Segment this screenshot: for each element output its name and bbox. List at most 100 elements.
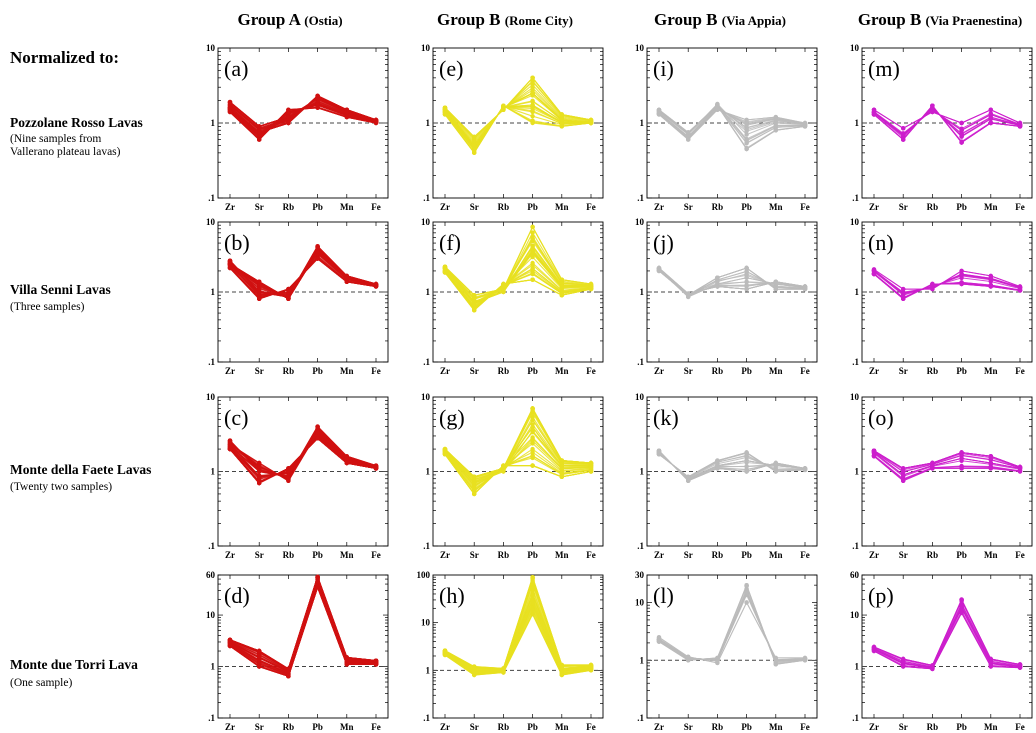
data-point bbox=[656, 107, 662, 113]
panel-l: 30 10 1 .1 Zr Sr Rb Pb Mn Fe (l) bbox=[635, 570, 818, 732]
data-point bbox=[773, 469, 778, 474]
data-point bbox=[588, 460, 594, 466]
x-tick-label: Fe bbox=[1015, 550, 1025, 560]
data-point bbox=[744, 450, 749, 455]
x-tick-label: Rb bbox=[712, 202, 724, 212]
series-line bbox=[444, 89, 592, 145]
data-point bbox=[501, 670, 506, 675]
x-tick-label: Mn bbox=[340, 722, 354, 732]
data-point bbox=[442, 652, 448, 658]
panel-g: 10 1 .1 Zr Sr Rb Pb Mn Fe (g) bbox=[421, 392, 604, 560]
data-point bbox=[530, 438, 535, 443]
data-point bbox=[744, 117, 749, 123]
series-line bbox=[444, 237, 592, 300]
panel-label: (e) bbox=[439, 56, 463, 81]
series-line bbox=[444, 579, 592, 670]
x-tick-label: Sr bbox=[470, 202, 479, 212]
series-line bbox=[658, 104, 806, 150]
data-point bbox=[901, 286, 906, 292]
series-line bbox=[658, 451, 806, 478]
data-point bbox=[1017, 120, 1023, 126]
x-tick-label: Pb bbox=[527, 722, 538, 732]
series-group bbox=[227, 574, 379, 679]
y-tick-label: 1 bbox=[211, 287, 216, 297]
data-point bbox=[871, 267, 877, 272]
data-point bbox=[656, 265, 662, 271]
data-point bbox=[988, 457, 993, 463]
data-point bbox=[344, 460, 349, 466]
series-group bbox=[442, 224, 594, 313]
data-point bbox=[773, 460, 778, 466]
y-tick-label: .1 bbox=[423, 193, 430, 203]
y-tick-label: 10 bbox=[635, 43, 645, 53]
row-title-pozzolane: Pozzolane Rosso Lavas bbox=[10, 115, 143, 130]
column-header-b-rome-name: Group B bbox=[437, 10, 501, 29]
data-point bbox=[344, 662, 349, 667]
data-point bbox=[227, 105, 233, 110]
data-point bbox=[988, 277, 993, 282]
data-point bbox=[442, 648, 448, 653]
data-point bbox=[227, 446, 233, 452]
panel-h: 100 10 1 .1 Zr Sr Rb Pb Mn Fe (h) bbox=[417, 570, 604, 732]
data-point bbox=[988, 656, 993, 662]
series-line bbox=[658, 267, 806, 295]
x-tick-label: Rb bbox=[498, 366, 510, 376]
data-point bbox=[871, 112, 877, 117]
y-tick-label: 10 bbox=[850, 217, 860, 227]
series-line bbox=[658, 267, 805, 296]
x-tick-label: Rb bbox=[927, 202, 939, 212]
series-line bbox=[444, 92, 592, 147]
data-point bbox=[930, 103, 935, 108]
data-point bbox=[901, 126, 906, 131]
data-point bbox=[656, 452, 662, 457]
x-tick-label: Pb bbox=[956, 550, 967, 560]
x-tick-label: Mn bbox=[984, 202, 998, 212]
data-point bbox=[871, 448, 877, 453]
series-line bbox=[658, 269, 806, 298]
data-point bbox=[559, 289, 564, 295]
data-point bbox=[1017, 662, 1023, 667]
series-line bbox=[229, 430, 377, 482]
data-point bbox=[744, 583, 749, 588]
series-line bbox=[444, 613, 592, 676]
data-point bbox=[442, 270, 448, 275]
data-point bbox=[501, 469, 506, 474]
data-point bbox=[257, 477, 262, 482]
data-point bbox=[930, 460, 935, 466]
data-point bbox=[373, 662, 379, 667]
column-header-b-appia-sub: (Via Appia) bbox=[721, 13, 786, 28]
data-point bbox=[501, 103, 506, 108]
data-point bbox=[227, 258, 233, 263]
x-tick-label: Mn bbox=[340, 202, 354, 212]
panel-o: 10 1 .1 Zr Sr Rb Pb Mn Fe (o) bbox=[850, 392, 1033, 560]
data-point bbox=[686, 658, 691, 663]
row-sub-monte-torri: (One sample) bbox=[10, 677, 73, 689]
x-tick-label: Pb bbox=[312, 722, 323, 732]
x-tick-label: Zr bbox=[869, 550, 879, 560]
x-tick-label: Rb bbox=[927, 550, 939, 560]
y-tick-label: .1 bbox=[208, 357, 215, 367]
panel-label: (d) bbox=[224, 583, 250, 608]
x-tick-label: Sr bbox=[684, 366, 693, 376]
data-point bbox=[656, 448, 662, 453]
data-point bbox=[1017, 464, 1023, 470]
data-point bbox=[802, 466, 808, 471]
data-point bbox=[257, 130, 262, 135]
y-tick-label: .1 bbox=[208, 193, 215, 203]
row-sub-monte-faete: (Twenty two samples) bbox=[10, 481, 113, 493]
data-point bbox=[744, 132, 749, 137]
x-tick-label: Zr bbox=[654, 202, 664, 212]
x-tick-label: Sr bbox=[684, 202, 693, 212]
data-point bbox=[802, 284, 808, 289]
data-point bbox=[744, 137, 749, 143]
data-point bbox=[344, 655, 349, 660]
x-tick-label: Fe bbox=[586, 550, 596, 560]
data-point bbox=[373, 658, 379, 663]
data-point bbox=[315, 424, 320, 429]
series-group bbox=[871, 103, 1023, 145]
data-point bbox=[472, 143, 477, 148]
data-point bbox=[472, 491, 477, 497]
x-tick-label: Pb bbox=[527, 550, 538, 560]
data-point bbox=[442, 105, 448, 110]
x-tick-label: Rb bbox=[712, 722, 724, 732]
